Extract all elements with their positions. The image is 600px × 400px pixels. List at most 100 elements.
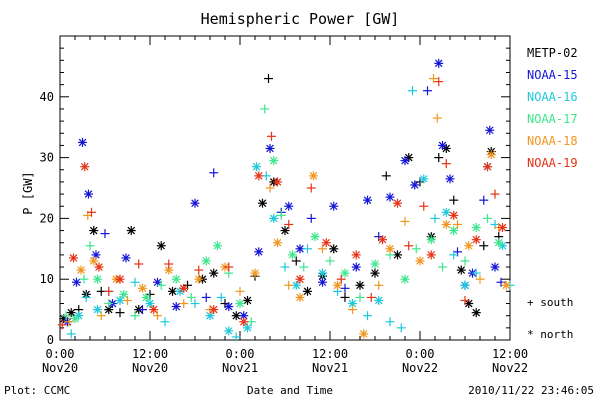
- data-point-south: [179, 299, 189, 309]
- data-point-north: [310, 232, 320, 242]
- data-point-north: [295, 292, 305, 302]
- data-point-south: [318, 244, 327, 254]
- data-point-north: [201, 256, 211, 266]
- data-point-south: [400, 216, 410, 226]
- data-point-north: [213, 241, 222, 251]
- data-point-south: [396, 323, 406, 333]
- plot-source: Plot: CCMC: [4, 384, 71, 397]
- data-point-north: [449, 226, 459, 236]
- data-point-north: [209, 268, 219, 278]
- data-point-north: [250, 268, 260, 278]
- data-point-north: [351, 262, 361, 272]
- legend-marker-south: + south: [527, 296, 573, 309]
- data-point-north: [426, 250, 436, 260]
- data-point-north: [231, 311, 241, 321]
- data-point-south: [366, 292, 376, 302]
- y-tick-label: 10: [40, 272, 54, 286]
- data-point-south: [153, 311, 162, 321]
- data-point-south: [449, 250, 459, 260]
- data-point-north: [269, 156, 279, 166]
- data-point-north: [224, 326, 234, 336]
- data-point-north: [69, 253, 78, 263]
- y-tick-label: 40: [40, 90, 54, 104]
- data-point-south: [438, 262, 447, 272]
- data-point-south: [130, 277, 140, 287]
- data-point-north: [410, 180, 420, 190]
- data-point-south: [419, 201, 429, 211]
- data-point-south: [430, 213, 440, 223]
- data-point-north: [494, 238, 504, 248]
- data-point-south: [264, 74, 273, 84]
- data-point-north: [164, 265, 174, 275]
- data-point-north: [119, 289, 129, 299]
- y-axis-label: P [GW]: [21, 171, 35, 215]
- x-tick-label-time: 0:00: [226, 347, 255, 361]
- data-point-north: [171, 274, 181, 284]
- data-point-north: [445, 174, 455, 184]
- legend-entry: NOAA-18: [527, 134, 578, 148]
- data-point-north: [321, 238, 331, 248]
- data-point-south: [434, 153, 444, 163]
- data-point-south: [123, 295, 132, 305]
- data-point-south: [423, 86, 432, 96]
- data-point-south: [164, 259, 174, 269]
- data-point-south: [115, 308, 125, 318]
- data-point-south: [340, 283, 350, 293]
- data-point-south: [96, 311, 106, 321]
- data-point-north: [329, 201, 339, 211]
- data-point-north: [441, 219, 451, 229]
- data-point-south: [190, 299, 200, 309]
- data-point-south: [130, 311, 140, 321]
- data-point-south: [104, 299, 114, 309]
- data-point-north: [141, 292, 151, 302]
- data-point-south: [79, 274, 89, 284]
- legend: METP-02 NOAA-15 NOAA-16 NOAA-17 NOAA-18 NOAA-…: [527, 42, 578, 174]
- data-point-south: [267, 131, 276, 141]
- data-point-north: [74, 311, 84, 321]
- data-point-south: [186, 292, 196, 302]
- data-point-south: [303, 244, 312, 254]
- data-point-north: [486, 150, 496, 160]
- data-point-south: [156, 280, 166, 290]
- data-point-south: [231, 332, 241, 342]
- data-point-south: [306, 183, 316, 193]
- data-point-south: [260, 104, 270, 114]
- data-point-north: [318, 268, 327, 278]
- data-point-north: [340, 268, 350, 278]
- data-point-south: [348, 305, 357, 315]
- x-tick-label-time: 0:00: [46, 347, 75, 361]
- data-point-north: [252, 162, 261, 172]
- legend-entry: NOAA-19: [527, 156, 578, 170]
- data-point-north: [89, 226, 99, 236]
- data-point-south: [160, 317, 170, 327]
- data-point-south: [194, 265, 204, 275]
- data-point-south: [408, 86, 417, 96]
- data-point-south: [449, 195, 459, 205]
- data-point-north: [243, 323, 252, 333]
- legend-entry: NOAA-17: [527, 112, 578, 126]
- data-point-north: [239, 317, 249, 327]
- data-point-north: [254, 247, 264, 257]
- data-point-north: [415, 256, 425, 266]
- data-point-south: [385, 317, 395, 327]
- x-tick-label-time: 12:00: [132, 347, 168, 361]
- data-point-south: [441, 159, 451, 169]
- data-point-south: [224, 262, 234, 272]
- data-point-north: [441, 207, 451, 217]
- data-point-north: [265, 143, 275, 153]
- y-tick-label: 30: [40, 151, 54, 165]
- data-point-north: [460, 280, 470, 290]
- data-point-north: [485, 125, 495, 135]
- data-point-north: [209, 305, 219, 315]
- legend-marker-north: * north: [527, 328, 573, 341]
- data-point-south: [483, 213, 492, 223]
- data-point-south: [209, 168, 219, 178]
- x-tick-label-time: 0:00: [406, 347, 435, 361]
- data-point-south: [85, 241, 95, 251]
- data-point-north: [179, 283, 189, 293]
- data-point-south: [460, 295, 470, 305]
- legend-entry: NOAA-15: [527, 68, 578, 82]
- data-point-south: [235, 286, 245, 296]
- data-point-south: [291, 256, 301, 266]
